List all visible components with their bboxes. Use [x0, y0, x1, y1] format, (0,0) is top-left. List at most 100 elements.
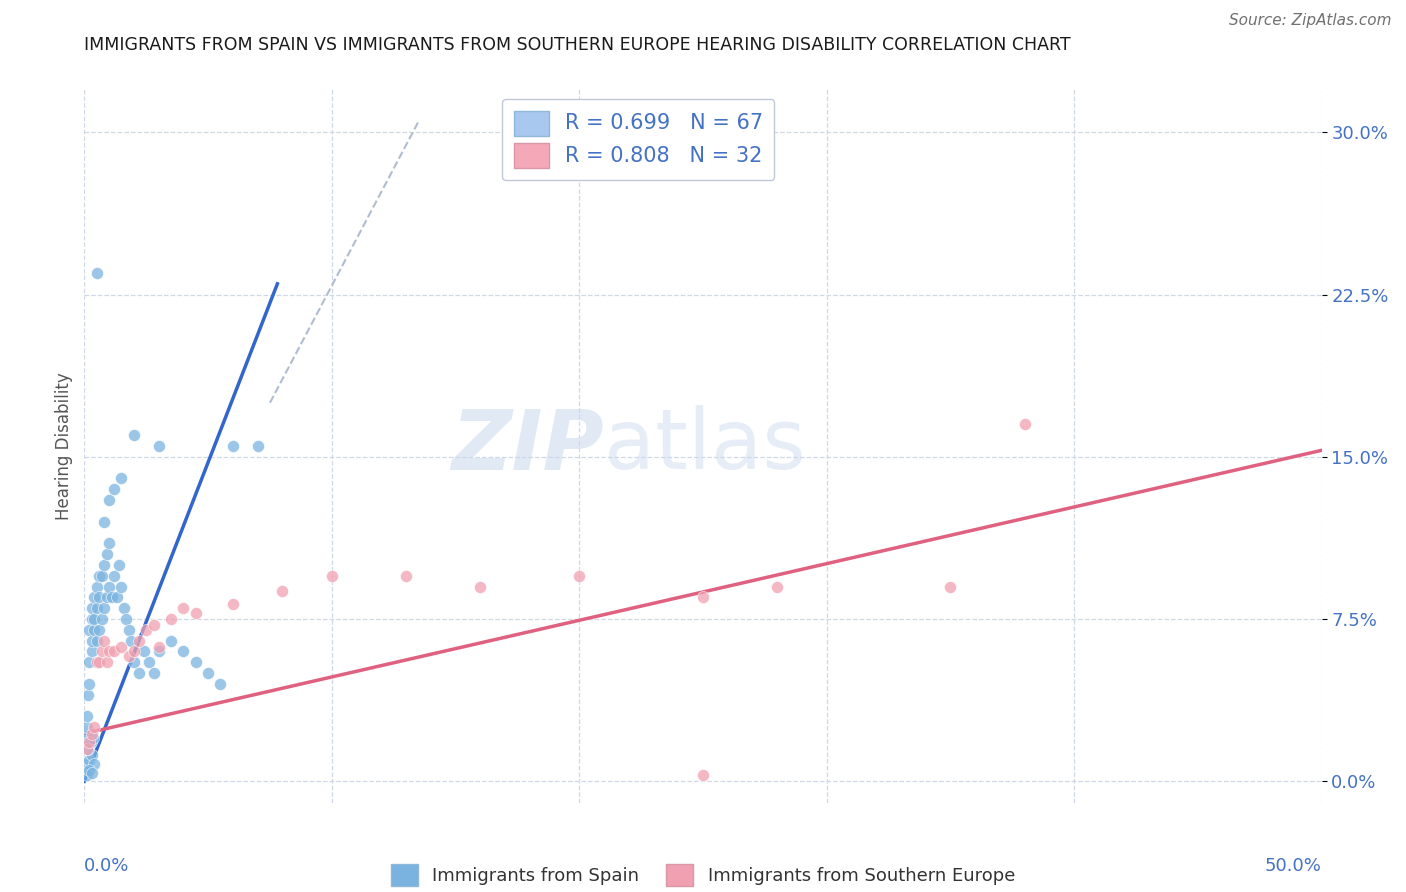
Point — [939, 580, 962, 594]
Point — [110, 580, 132, 594]
Point — [82, 731, 104, 745]
Point — [76, 720, 98, 734]
Text: 0.0%: 0.0% — [84, 857, 129, 875]
Point — [98, 536, 121, 550]
Point — [79, 735, 101, 749]
Point — [246, 439, 269, 453]
Point — [103, 482, 125, 496]
Point — [138, 655, 160, 669]
Point — [108, 558, 131, 572]
Point — [93, 601, 115, 615]
Point — [80, 748, 103, 763]
Point — [98, 644, 121, 658]
Point — [83, 591, 105, 605]
Point — [172, 644, 194, 658]
Point — [90, 644, 112, 658]
Point — [86, 633, 108, 648]
Point — [86, 655, 108, 669]
Text: IMMIGRANTS FROM SPAIN VS IMMIGRANTS FROM SOUTHERN EUROPE HEARING DISABILITY CORR: IMMIGRANTS FROM SPAIN VS IMMIGRANTS FROM… — [84, 36, 1071, 54]
Point — [80, 633, 103, 648]
Point — [209, 677, 232, 691]
Point — [321, 568, 343, 582]
Point — [86, 266, 108, 280]
Point — [1014, 417, 1036, 432]
Point — [395, 568, 418, 582]
Point — [115, 612, 138, 626]
Point — [160, 612, 183, 626]
Point — [79, 655, 101, 669]
Point — [89, 568, 111, 582]
Point — [86, 601, 108, 615]
Point — [105, 591, 128, 605]
Point — [118, 623, 141, 637]
Point — [76, 767, 98, 781]
Point — [692, 591, 714, 605]
Point — [83, 720, 105, 734]
Point — [692, 767, 714, 781]
Point — [90, 612, 112, 626]
Text: 50.0%: 50.0% — [1265, 857, 1322, 875]
Text: atlas: atlas — [605, 406, 806, 486]
Point — [122, 644, 145, 658]
Point — [83, 756, 105, 771]
Point — [118, 648, 141, 663]
Point — [80, 726, 103, 740]
Point — [128, 666, 150, 681]
Point — [470, 580, 492, 594]
Point — [148, 439, 170, 453]
Point — [93, 633, 115, 648]
Point — [197, 666, 219, 681]
Point — [98, 580, 121, 594]
Point — [79, 735, 101, 749]
Point — [79, 677, 101, 691]
Point — [77, 688, 100, 702]
Point — [142, 618, 165, 632]
Point — [80, 644, 103, 658]
Point — [120, 633, 142, 648]
Point — [79, 623, 101, 637]
Point — [96, 655, 118, 669]
Point — [90, 568, 112, 582]
Point — [128, 633, 150, 648]
Point — [86, 580, 108, 594]
Point — [184, 606, 207, 620]
Point — [77, 741, 100, 756]
Point — [76, 741, 98, 756]
Point — [103, 568, 125, 582]
Point — [222, 439, 245, 453]
Point — [568, 568, 591, 582]
Point — [122, 655, 145, 669]
Point — [132, 644, 155, 658]
Point — [148, 640, 170, 654]
Point — [142, 666, 165, 681]
Point — [96, 591, 118, 605]
Text: Source: ZipAtlas.com: Source: ZipAtlas.com — [1229, 13, 1392, 29]
Point — [76, 756, 98, 771]
Point — [96, 547, 118, 561]
Point — [89, 591, 111, 605]
Point — [112, 601, 135, 615]
Point — [100, 591, 122, 605]
Point — [80, 601, 103, 615]
Point — [89, 655, 111, 669]
Point — [110, 640, 132, 654]
Point — [98, 493, 121, 508]
Point — [110, 471, 132, 485]
Point — [160, 633, 183, 648]
Point — [222, 597, 245, 611]
Point — [103, 644, 125, 658]
Y-axis label: Hearing Disability: Hearing Disability — [55, 372, 73, 520]
Point — [89, 623, 111, 637]
Point — [83, 612, 105, 626]
Point — [79, 764, 101, 778]
Point — [76, 709, 98, 723]
Point — [271, 583, 294, 598]
Point — [83, 623, 105, 637]
Point — [135, 623, 157, 637]
Point — [93, 558, 115, 572]
Point — [93, 515, 115, 529]
Point — [75, 731, 97, 745]
Point — [80, 612, 103, 626]
Legend: Immigrants from Spain, Immigrants from Southern Europe: Immigrants from Spain, Immigrants from S… — [381, 855, 1025, 892]
Text: ZIP: ZIP — [451, 406, 605, 486]
